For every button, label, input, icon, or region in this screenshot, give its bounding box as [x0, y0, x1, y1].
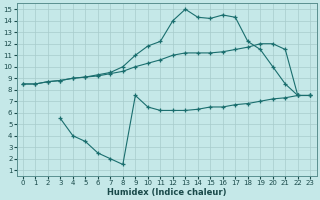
X-axis label: Humidex (Indice chaleur): Humidex (Indice chaleur) [107, 188, 226, 197]
